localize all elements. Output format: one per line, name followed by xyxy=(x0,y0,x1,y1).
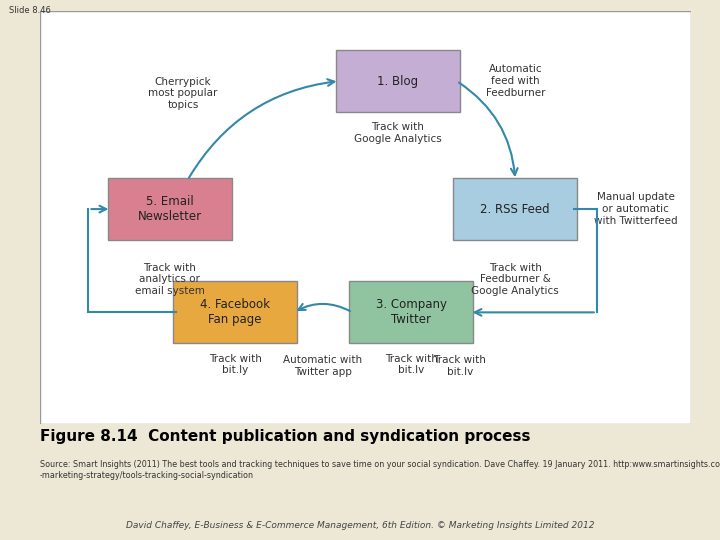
Text: Track with
bit.ly: Track with bit.ly xyxy=(209,354,261,375)
FancyBboxPatch shape xyxy=(336,50,460,112)
Text: Source: Smart Insights (2011) The best tools and tracking techniques to save tim: Source: Smart Insights (2011) The best t… xyxy=(40,460,720,469)
Text: Manual update
or automatic
with Twitterfeed: Manual update or automatic with Twitterf… xyxy=(594,192,678,226)
Text: Figure 8.14  Content publication and syndication process: Figure 8.14 Content publication and synd… xyxy=(40,429,530,444)
Text: Automatic with
Twitter app: Automatic with Twitter app xyxy=(284,355,363,377)
Text: -marketing-strategy/tools-tracking-social-syndication: -marketing-strategy/tools-tracking-socia… xyxy=(40,471,253,480)
Text: 5. Email
Newsletter: 5. Email Newsletter xyxy=(138,195,202,223)
Text: Slide 8.46: Slide 8.46 xyxy=(9,6,50,16)
Text: Track with
bit.lv: Track with bit.lv xyxy=(384,354,438,375)
Text: 1. Blog: 1. Blog xyxy=(377,75,418,87)
FancyBboxPatch shape xyxy=(454,178,577,240)
Text: 3. Company
Twitter: 3. Company Twitter xyxy=(376,299,446,326)
FancyBboxPatch shape xyxy=(349,281,473,343)
Text: Track with
Feedburner &
Google Analytics: Track with Feedburner & Google Analytics xyxy=(472,263,559,296)
Text: 4. Facebook
Fan page: 4. Facebook Fan page xyxy=(200,299,270,326)
Text: Track with
bit.lv: Track with bit.lv xyxy=(433,355,486,377)
FancyBboxPatch shape xyxy=(40,11,691,424)
Text: 2. RSS Feed: 2. RSS Feed xyxy=(480,202,550,215)
FancyBboxPatch shape xyxy=(174,281,297,343)
Text: Track with
Google Analytics: Track with Google Analytics xyxy=(354,123,442,144)
Text: Cherrypick
most popular
topics: Cherrypick most popular topics xyxy=(148,77,217,110)
Text: David Chaffey, E-Business & E-Commerce Management, 6th Edition. © Marketing Insi: David Chaffey, E-Business & E-Commerce M… xyxy=(126,521,594,530)
FancyBboxPatch shape xyxy=(108,178,232,240)
Text: Automatic
feed with
Feedburner: Automatic feed with Feedburner xyxy=(485,64,545,98)
Text: Track with
analytics or
email system: Track with analytics or email system xyxy=(135,263,205,296)
